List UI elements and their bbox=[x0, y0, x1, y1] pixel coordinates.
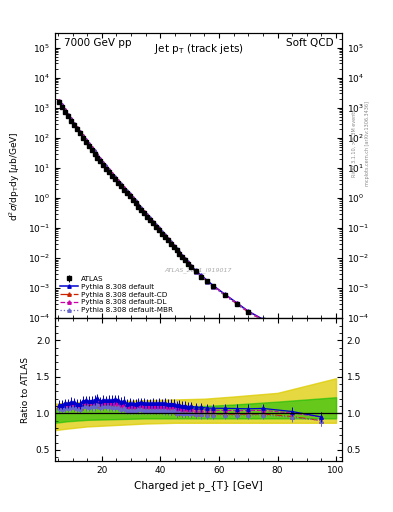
Pythia 8.308 default-DL bbox=[162, 233, 167, 239]
Pythia 8.308 default-CD bbox=[57, 98, 62, 104]
Pythia 8.308 default-DL bbox=[60, 102, 65, 109]
Pythia 8.308 default bbox=[57, 98, 62, 104]
Text: Jet p$_\mathregular{T}$ (track jets): Jet p$_\mathregular{T}$ (track jets) bbox=[154, 42, 243, 56]
Pythia 8.308 default-DL bbox=[57, 98, 62, 104]
Line: Pythia 8.308 default-CD: Pythia 8.308 default-CD bbox=[58, 100, 323, 364]
Pythia 8.308 default-DL bbox=[116, 178, 120, 184]
Pythia 8.308 default bbox=[319, 358, 324, 364]
Y-axis label: d$^2\sigma$/dp$_\mathregular{T}$dy [$\mu$b/GeV]: d$^2\sigma$/dp$_\mathregular{T}$dy [$\mu… bbox=[8, 131, 22, 221]
Pythia 8.308 default-MBR bbox=[60, 102, 65, 109]
Pythia 8.308 default-MBR bbox=[180, 254, 185, 260]
Pythia 8.308 default bbox=[162, 232, 167, 239]
Pythia 8.308 default-MBR bbox=[116, 179, 120, 185]
Pythia 8.308 default bbox=[116, 178, 120, 184]
Pythia 8.308 default-CD bbox=[180, 254, 185, 260]
Legend: ATLAS, Pythia 8.308 default, Pythia 8.308 default-CD, Pythia 8.308 default-DL, P: ATLAS, Pythia 8.308 default, Pythia 8.30… bbox=[59, 274, 174, 315]
Pythia 8.308 default-MBR bbox=[156, 226, 161, 232]
Line: Pythia 8.308 default: Pythia 8.308 default bbox=[58, 99, 323, 362]
Pythia 8.308 default-DL bbox=[148, 216, 152, 222]
Pythia 8.308 default bbox=[180, 252, 185, 259]
Pythia 8.308 default bbox=[156, 225, 161, 231]
Pythia 8.308 default-CD bbox=[319, 358, 324, 365]
Pythia 8.308 default-DL bbox=[156, 226, 161, 232]
Pythia 8.308 default-CD bbox=[116, 178, 120, 184]
Pythia 8.308 default-CD bbox=[148, 216, 152, 222]
Pythia 8.308 default-MBR bbox=[319, 358, 324, 365]
Pythia 8.308 default-MBR bbox=[57, 99, 62, 105]
Text: 7000 GeV pp: 7000 GeV pp bbox=[64, 37, 131, 48]
X-axis label: Charged jet p_{T} [GeV]: Charged jet p_{T} [GeV] bbox=[134, 480, 263, 491]
Pythia 8.308 default-MBR bbox=[162, 233, 167, 240]
Text: mcplots.cern.ch [arXiv:1306.3436]: mcplots.cern.ch [arXiv:1306.3436] bbox=[365, 101, 371, 186]
Pythia 8.308 default bbox=[60, 102, 65, 108]
Pythia 8.308 default-CD bbox=[156, 226, 161, 232]
Text: Soft QCD: Soft QCD bbox=[286, 37, 333, 48]
Line: Pythia 8.308 default-MBR: Pythia 8.308 default-MBR bbox=[58, 100, 323, 364]
Pythia 8.308 default-CD bbox=[60, 102, 65, 109]
Y-axis label: Ratio to ATLAS: Ratio to ATLAS bbox=[21, 356, 30, 422]
Pythia 8.308 default-DL bbox=[319, 358, 324, 364]
Text: Rivet 3.1.10, >= 3M events: Rivet 3.1.10, >= 3M events bbox=[352, 110, 357, 177]
Text: ATLAS_2011_I919017: ATLAS_2011_I919017 bbox=[165, 267, 232, 273]
Pythia 8.308 default-CD bbox=[162, 233, 167, 240]
Pythia 8.308 default-MBR bbox=[148, 217, 152, 223]
Pythia 8.308 default-DL bbox=[180, 253, 185, 259]
Line: Pythia 8.308 default-DL: Pythia 8.308 default-DL bbox=[58, 99, 323, 362]
Pythia 8.308 default bbox=[148, 216, 152, 222]
